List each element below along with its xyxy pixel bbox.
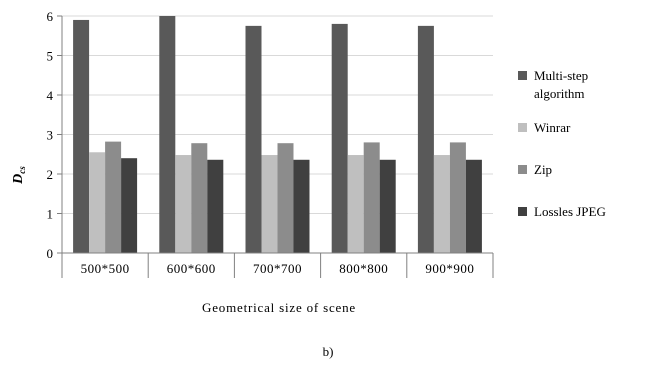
legend-swatch-1 [518, 123, 527, 132]
x-tick-labels: 500*500 600*600 700*700 800*800 900*900 [61, 253, 494, 278]
legend: Multi-step algorithm Winrar Zip Lossles JPEG [518, 68, 606, 219]
bar-1-3 [347, 155, 364, 253]
y-tick-labels: 0 1 2 3 4 5 6 [47, 9, 62, 261]
x-tick-label-0: 500*500 [81, 261, 130, 276]
y-tick-label-3: 3 [47, 128, 54, 143]
bar-0-0 [73, 19, 90, 254]
bar-2-4 [449, 142, 466, 253]
x-tick-label-3: 800*800 [339, 261, 388, 276]
bar-2-0 [105, 141, 122, 253]
y-tick-label-6: 6 [47, 9, 54, 24]
bar-2-1 [191, 143, 208, 253]
bar-3-2 [293, 159, 310, 253]
legend-swatch-2 [518, 165, 527, 174]
bar-2-3 [363, 142, 380, 253]
bar-1-0 [89, 152, 106, 253]
bar-1-1 [175, 155, 192, 253]
legend-label-3: Lossles JPEG [534, 204, 606, 219]
legend-label-2: Zip [534, 162, 552, 177]
bar-3-3 [379, 159, 396, 253]
y-tick-label-2: 2 [47, 167, 54, 182]
y-axis-label-main: D [11, 174, 26, 185]
x-tick-label-1: 600*600 [167, 261, 216, 276]
x-tick-label-4: 900*900 [425, 261, 474, 276]
x-axis-label: Geometrical size of scene [202, 300, 356, 315]
figure-caption: b) [323, 344, 334, 359]
y-tick-label-4: 4 [47, 88, 54, 103]
bar-0-4 [417, 25, 434, 253]
y-axis-label-subscript: cs [17, 166, 27, 174]
legend-label-1: Winrar [534, 120, 571, 135]
legend-label-0-line-1: algorithm [534, 86, 585, 101]
bar-3-0 [121, 158, 138, 253]
bar-1-2 [261, 155, 278, 253]
bar-0-1 [159, 16, 176, 253]
legend-label-0: Multi-step algorithm [534, 68, 588, 101]
y-tick-label-1: 1 [47, 207, 54, 222]
bar-2-2 [277, 143, 294, 253]
legend-label-1-line-0: Winrar [534, 120, 571, 135]
x-tick-label-2: 700*700 [253, 261, 302, 276]
legend-swatch-0 [518, 71, 527, 80]
bar-0-2 [245, 25, 262, 253]
legend-label-3-line-0: Lossles JPEG [534, 204, 606, 219]
legend-label-0-line-0: Multi-step [534, 68, 588, 83]
y-tick-label-5: 5 [47, 49, 54, 64]
bars [73, 16, 482, 254]
y-axis-label: Dcs [11, 166, 27, 185]
bar-3-1 [207, 159, 224, 253]
legend-label-2-line-0: Zip [534, 162, 552, 177]
bar-3-4 [465, 159, 482, 253]
bar-1-4 [433, 155, 450, 253]
y-tick-label-0: 0 [47, 246, 54, 261]
bar-0-3 [331, 23, 348, 254]
legend-swatch-3 [518, 207, 527, 216]
